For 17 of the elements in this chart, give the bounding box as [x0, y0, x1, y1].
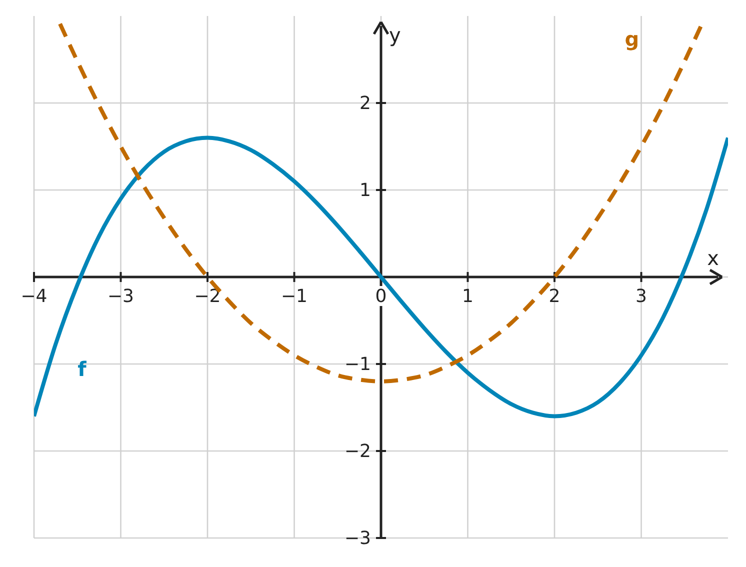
x-axis-title: x: [707, 246, 720, 270]
x-tick-label: −1: [280, 286, 308, 307]
x-tick-label: −3: [107, 286, 134, 307]
x-tick-label: 2: [548, 286, 560, 307]
y-tick-label: 1: [360, 180, 371, 201]
y-tick-label: −2: [344, 441, 371, 462]
x-tick-label: −4: [20, 286, 48, 307]
x-tick-label: 3: [636, 286, 647, 307]
x-tick-label: 1: [462, 286, 474, 307]
y-tick-label: 2: [360, 93, 371, 114]
y-axis-title: y: [389, 23, 401, 47]
line-series: [58, 22, 704, 384]
text: g: [624, 26, 640, 51]
y-tick-label: −3: [344, 528, 371, 549]
y-tick-label: −1: [344, 354, 371, 375]
x-tick-label: 0: [375, 286, 387, 307]
series-label: f: [78, 357, 87, 382]
